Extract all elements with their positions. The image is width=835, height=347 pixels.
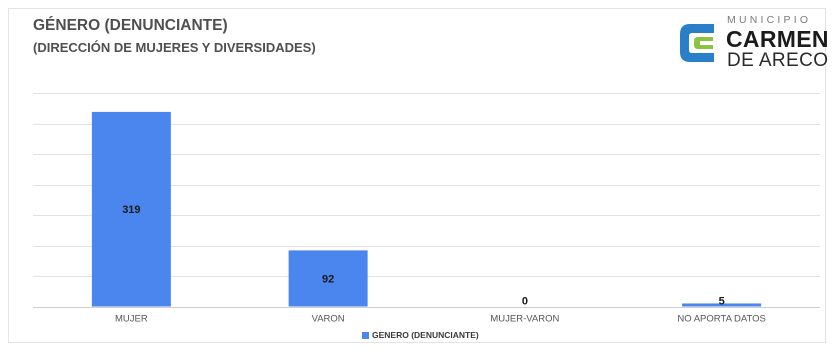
legend: GENERO (DENUNCIANTE) [362,330,479,340]
logo-areco-text: DE ARECO [727,50,829,71]
category-label: VARON [312,314,345,325]
bar-mujer [91,111,171,307]
category-label: MUJER-VARON [490,314,559,325]
municipality-logo: MUNICIPIO CARMEN DE ARECO [676,14,828,74]
logo-carmen-text: CARMEN [726,26,829,52]
labels: 319 MUJER 92 VARON 0 MUJER-VARON 5 NO APORTA DA… [115,204,766,324]
bars [91,111,762,307]
data-label: 5 [719,296,725,308]
legend-label: GENERO (DENUNCIANTE) [372,330,479,340]
chart-subtitle: (DIRECCIÓN DE MUJERES Y DIVERSIDADES) [33,40,316,55]
bar-no-aporta-datos [682,303,762,307]
category-label: NO APORTA DATOS [677,314,766,325]
logo-mark-icon [680,24,714,62]
data-label: 92 [322,273,334,285]
logo-mark-outer [680,24,714,62]
data-label: 0 [522,296,528,308]
legend-swatch [362,331,369,339]
data-label: 319 [122,204,140,216]
bar-varon [288,250,368,307]
chart-title: GÉNERO (DENUNCIANTE) [33,17,228,34]
logo-municipio-text: MUNICIPIO [727,14,812,26]
chart-frame [8,8,826,343]
category-label: MUJER [115,314,148,325]
logo-mark-inner [694,37,713,49]
